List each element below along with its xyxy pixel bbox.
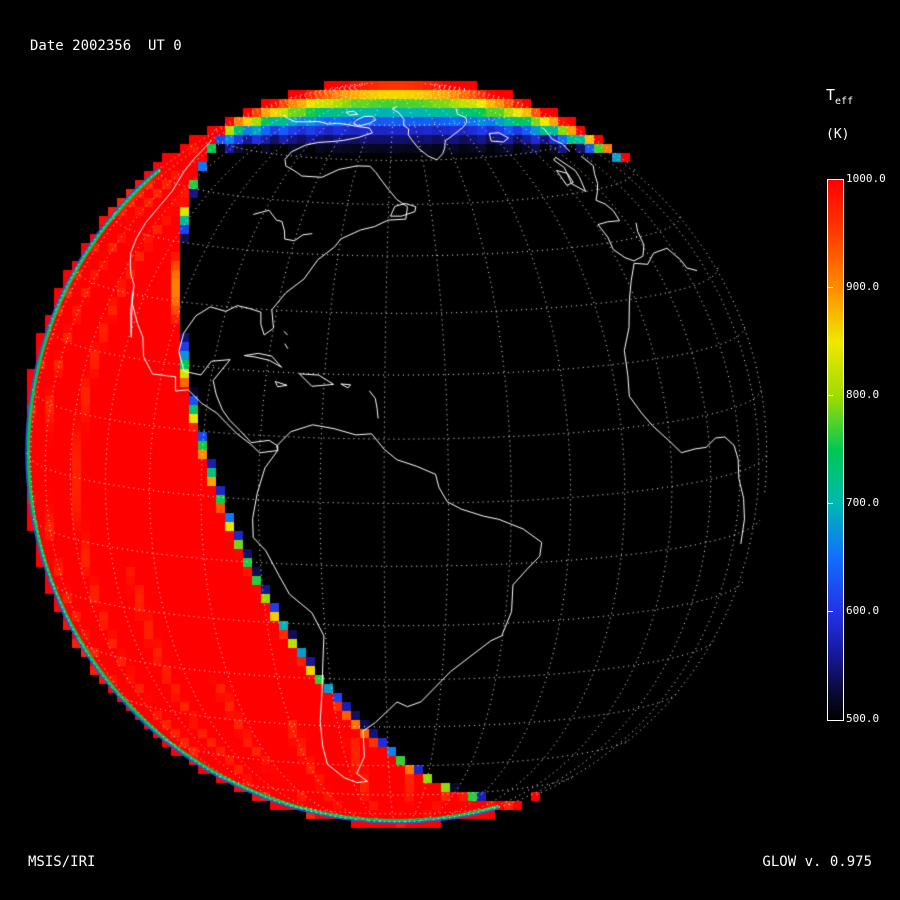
colorbar-tick-mark bbox=[828, 287, 833, 288]
version-label: GLOW v. 0.975 bbox=[762, 854, 872, 870]
colorbar-tick-mark bbox=[828, 395, 833, 396]
date-label: Date 2002356 UT 0 bbox=[30, 38, 182, 54]
colorbar-title-subscript: eff bbox=[835, 96, 854, 107]
colorbar-units-label: (K) bbox=[826, 127, 850, 142]
colorbar-tick-label: 900.0 bbox=[846, 280, 880, 293]
colorbar-tick-label: 500.0 bbox=[846, 712, 880, 725]
model-label: MSIS/IRI bbox=[28, 854, 96, 870]
colorbar bbox=[827, 179, 844, 721]
colorbar-tick-label: 700.0 bbox=[846, 496, 880, 509]
colorbar-gradient bbox=[828, 180, 843, 720]
colorbar-tick-label: 1000.0 bbox=[846, 172, 886, 185]
colorbar-tick-mark bbox=[828, 503, 833, 504]
colorbar-title-main: T bbox=[826, 86, 836, 104]
colorbar-title: Teff bbox=[826, 86, 853, 107]
colorbar-tick-label: 600.0 bbox=[846, 604, 880, 617]
colorbar-tick-label: 800.0 bbox=[846, 388, 880, 401]
colorbar-tick-mark bbox=[828, 611, 833, 612]
